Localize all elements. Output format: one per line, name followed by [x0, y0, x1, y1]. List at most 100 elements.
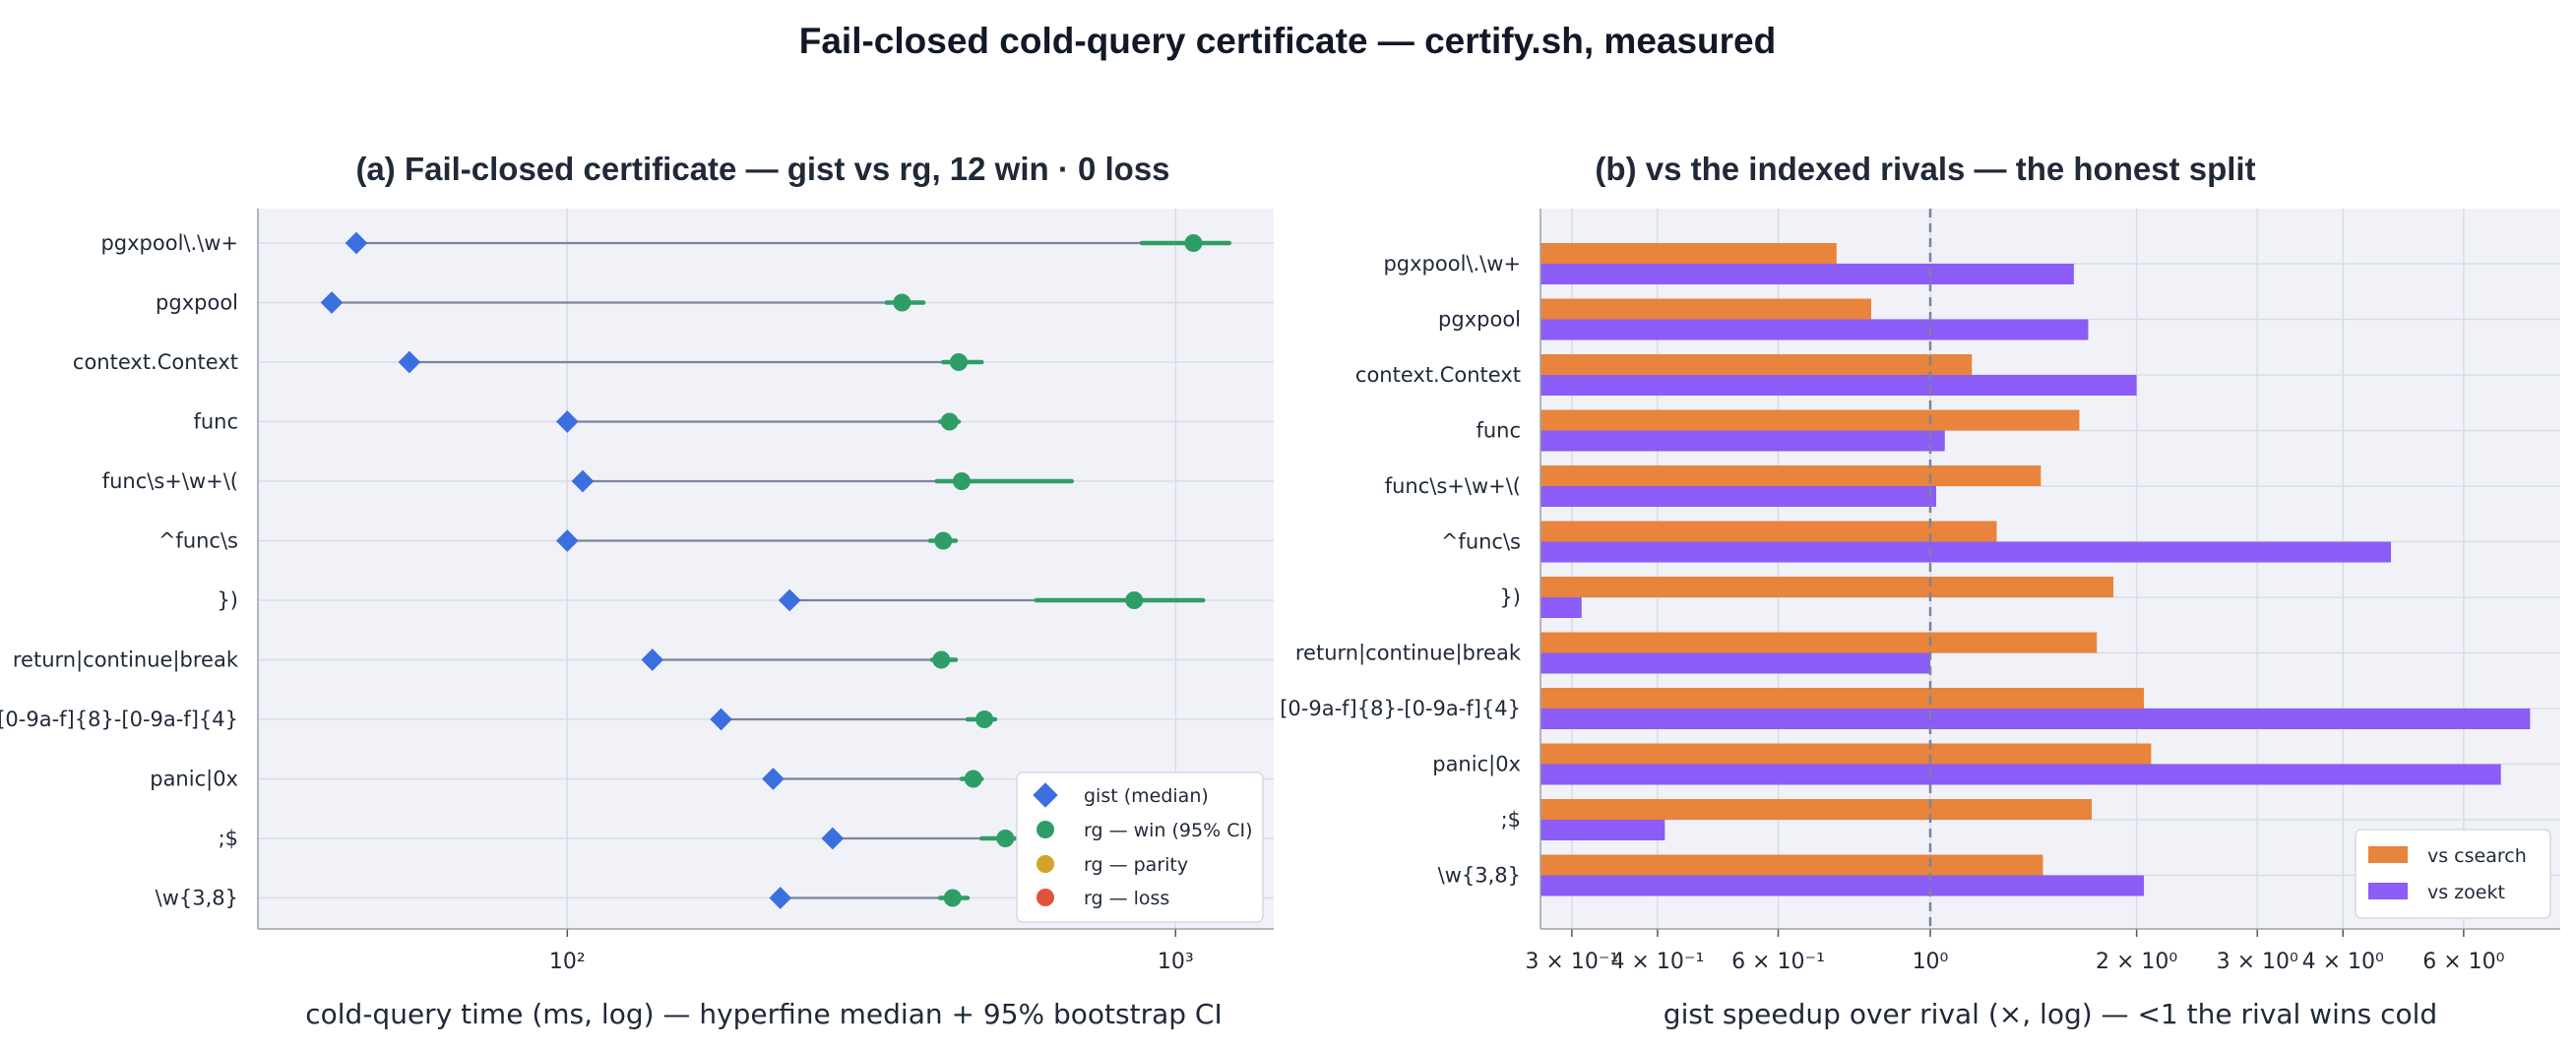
panel-a-category-label: panic|0x — [150, 768, 238, 792]
legend-zoekt-swatch — [2368, 883, 2408, 899]
panel-a-category-label: [0-9a-f]{8}-[0-9a-f]{4} — [0, 708, 238, 731]
panel-a-x-ticks: 10² 10³ — [549, 929, 1194, 974]
panel-a-category-label: \w{3,8} — [156, 887, 238, 910]
panel-b-bar-zoekt — [1540, 375, 2137, 396]
panel-b-bar-zoekt — [1540, 486, 1936, 507]
panel-a-legend-box — [1016, 771, 1264, 923]
panel-a-gist-point — [778, 588, 801, 612]
panel-b-bar-csearch — [1540, 298, 1871, 320]
panel-b-x-tick-label: 4 × 10⁻¹ — [1610, 950, 1704, 974]
panel-a-category-label: ^func\s — [158, 529, 238, 553]
panel-a-rg-point — [964, 770, 982, 788]
panel-a-rg-point — [893, 293, 911, 312]
panel-a-rg-point — [943, 889, 962, 907]
panel-a-rg-point — [940, 412, 959, 431]
panel-b-x-tick-label: 6 × 10⁰ — [2422, 950, 2504, 974]
panel-b-category-label: func — [1476, 419, 1521, 443]
panel-a-x-tick-label: 10² — [549, 950, 586, 974]
panel-b-category-label: }) — [1499, 586, 1521, 609]
panel-b-bar-zoekt — [1540, 319, 2089, 340]
panel-b-bar-csearch — [1540, 743, 2152, 765]
legend-csearch-label: vs csearch — [2427, 845, 2527, 867]
panel-b-legend-box — [2355, 829, 2551, 919]
panel-a-x-tick-label: 10³ — [1158, 950, 1194, 974]
panel-a-gist-point — [556, 410, 579, 433]
panel-a-gist-point — [769, 887, 792, 909]
panel-b-category-label: return|continue|break — [1295, 642, 1522, 666]
panel-b-xlabel: gist speedup over rival (×, log) — <1 th… — [1664, 998, 2437, 1030]
panel-b-bar-csearch — [1540, 577, 2114, 597]
panel-a-rg-point — [1184, 234, 1203, 252]
figure-suptitle: Fail-closed cold-query certificate — cer… — [799, 21, 1776, 61]
panel-b-bar-zoekt — [1540, 709, 2531, 729]
panel-a-category-label: pgxpool\.\w+ — [100, 231, 238, 255]
panel-a-gist-point — [398, 350, 421, 374]
panel-b-bar-csearch — [1540, 465, 2042, 486]
panel-b-category-label: ^func\s — [1441, 530, 1521, 554]
legend-csearch-swatch — [2368, 846, 2408, 863]
panel-b-bar-zoekt — [1540, 652, 1930, 674]
panel-b-x-tick-label: 2 × 10⁰ — [2096, 950, 2177, 974]
panel-b-x-tick-label: 3 × 10⁰ — [2217, 950, 2298, 974]
panel-b-bar-zoekt — [1540, 597, 1582, 618]
panel-a-category-labels: pgxpool\.\w+ pgxpool context.Context func fu… — [0, 231, 239, 910]
panel-a-title: (a) Fail-closed certificate — gist vs rg… — [355, 151, 1169, 187]
panel-b-bar-zoekt — [1540, 820, 1665, 840]
panel-b-bar-zoekt — [1540, 541, 2392, 563]
panel-b-x-tick-label: 3 × 10⁻¹ — [1525, 950, 1618, 974]
panel-b-bar-zoekt — [1540, 875, 2145, 896]
legend-rg-win-label: rg — win (95% CI) — [1084, 820, 1252, 841]
panel-a-gist-point — [762, 768, 785, 790]
panel-b-bar-csearch — [1540, 521, 1997, 542]
panel-b-category-label: func\s+\w+\( — [1385, 474, 1521, 498]
panel-b-bar-csearch — [1540, 799, 2092, 820]
panel-b-x-ticks: 3 × 10⁻¹4 × 10⁻¹ 6 × 10⁻¹ 10⁰ 2 × 10⁰ 3 × 10… — [1525, 929, 2505, 974]
panel-b-x-tick-label: 6 × 10⁻¹ — [1731, 950, 1825, 974]
panel-a-rg-point — [949, 353, 968, 371]
panel-b-bar-csearch — [1540, 409, 2080, 431]
panel-a-connectors — [332, 241, 1194, 899]
legend-gist-label: gist (median) — [1084, 785, 1209, 807]
panel-a-rg-point — [1125, 591, 1144, 609]
panel-b-bar-csearch — [1540, 632, 2098, 653]
legend-zoekt-label: vs zoekt — [2427, 882, 2505, 903]
panel-b-x-tick-label: 4 × 10⁰ — [2302, 950, 2384, 974]
panel-a-gist-point — [641, 648, 664, 671]
panel-a-rg-point — [952, 472, 971, 490]
panel-b-category-label: context.Context — [1355, 363, 1521, 387]
panel-a-rg-point — [975, 710, 994, 728]
panel-a-gist-point — [556, 529, 579, 552]
panel-a-category-label: func — [193, 410, 238, 434]
panel-b-bar-zoekt — [1540, 764, 2501, 785]
panel-a-rg-point — [932, 650, 951, 669]
panel-a-gist-point — [320, 291, 344, 314]
panel-b-bar-zoekt — [1540, 430, 1945, 452]
panel-a-category-label: context.Context — [73, 350, 238, 374]
panel-b-bar-csearch — [1540, 688, 2145, 709]
panel-a-gist-point — [571, 469, 595, 493]
panel-a-category-label: return|continue|break — [13, 648, 239, 673]
panel-b-category-label: panic|0x — [1432, 753, 1521, 777]
panel-b-category-label: [0-9a-f]{8}-[0-9a-f]{4} — [1280, 697, 1521, 720]
legend-rg-loss-label: rg — loss — [1084, 888, 1169, 909]
panel-b-category-labels: pgxpool\.\w+ pgxpool context.Context func fu… — [1280, 252, 1522, 888]
panel-b: (b) vs the indexed rivals — the honest s… — [1280, 151, 2560, 1030]
panel-b-category-label: \w{3,8} — [1438, 864, 1521, 888]
panel-b-category-label: ;$ — [1501, 808, 1521, 832]
panel-a-rg-point — [934, 531, 953, 550]
panel-b-bar-csearch — [1540, 354, 1973, 375]
panel-b-legend: vs csearch vs zoekt — [2355, 829, 2551, 919]
panel-a-rg-points — [893, 234, 1203, 907]
panel-a-category-label: ;$ — [219, 827, 238, 850]
panel-b-bar-csearch — [1540, 243, 1837, 264]
panel-b-category-label: pgxpool\.\w+ — [1383, 252, 1521, 276]
legend-rg-loss-marker — [1037, 889, 1054, 906]
panel-a-category-label: pgxpool — [156, 291, 238, 315]
panel-b-bar-zoekt — [1540, 264, 2074, 284]
panel-a-rg-point — [996, 830, 1015, 847]
panel-a-legend: gist (median) rg — win (95% CI) rg — par… — [1016, 771, 1264, 923]
panel-a-category-label: }) — [217, 588, 238, 612]
panel-a-gist-points — [320, 231, 845, 909]
panel-a: (a) Fail-closed certificate — gist vs rg… — [0, 151, 1274, 1030]
